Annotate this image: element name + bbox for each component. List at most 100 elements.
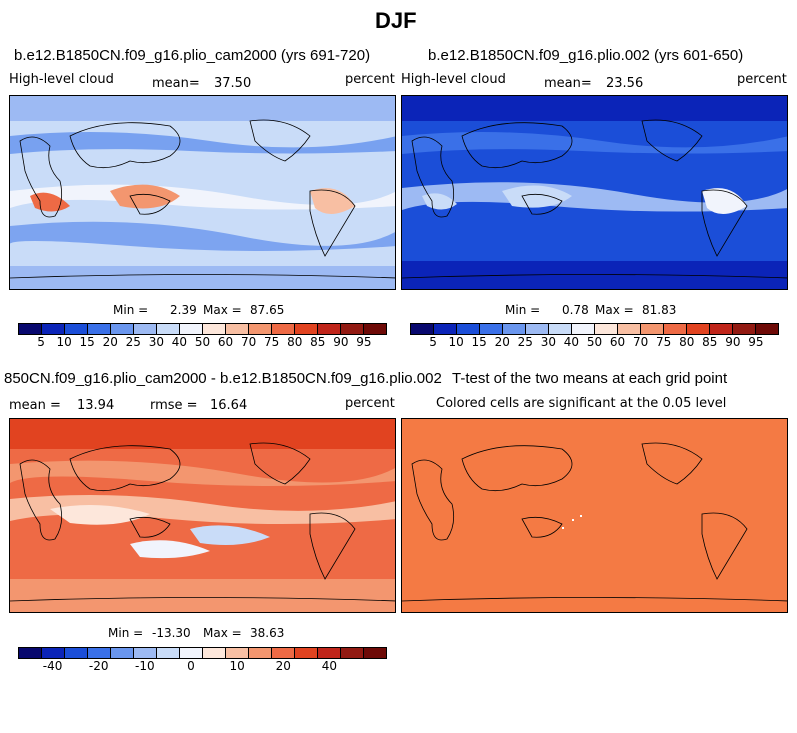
colorbar-swatch <box>157 324 180 334</box>
colorbar-tick-label: 10 <box>229 659 245 673</box>
colorbar-swatch <box>457 324 480 334</box>
panel1-colorbar <box>18 323 387 335</box>
colorbar-swatch <box>134 324 157 334</box>
colorbar-tick-label: 80 <box>679 335 695 349</box>
colorbar-swatch <box>19 324 42 334</box>
colorbar-swatch <box>687 324 710 334</box>
colorbar-swatch <box>157 648 180 658</box>
colorbar-swatch <box>226 648 249 658</box>
panel3-colorbar-ticks: -40 -20 -10 0 10 20 40 <box>18 659 387 675</box>
panel3-max-label: Max = <box>203 626 242 640</box>
colorbar-swatch <box>295 324 318 334</box>
panel2-colorbar <box>410 323 779 335</box>
colorbar-swatch <box>272 324 295 334</box>
colorbar-tick-label: 90 <box>725 335 741 349</box>
colorbar-swatch <box>341 324 364 334</box>
panel2-mean-value: 23.56 <box>606 76 644 91</box>
panel4-map <box>401 418 788 613</box>
colorbar-swatch <box>595 324 618 334</box>
colorbar-swatch <box>364 648 386 658</box>
colorbar-swatch <box>664 324 687 334</box>
colorbar-swatch <box>65 324 88 334</box>
colorbar-tick-label: 50 <box>586 335 603 349</box>
panel2-title: b.e12.B1850CN.f09_g16.plio.002 (yrs 601-… <box>428 47 744 64</box>
colorbar-swatch <box>295 648 318 658</box>
panel4-title: T-test of the two means at each grid poi… <box>452 370 728 387</box>
colorbar-swatch <box>249 324 272 334</box>
panel3-mean-label: mean = <box>9 398 61 413</box>
colorbar-tick-label: 15 <box>471 335 487 349</box>
panel1-min-value: 2.39 <box>170 303 197 317</box>
colorbar-swatch <box>226 324 249 334</box>
colorbar-tick-label: 20 <box>102 335 118 349</box>
panel3-min-value: -13.30 <box>152 626 191 640</box>
colorbar-swatch <box>526 324 549 334</box>
colorbar-tick-label: 70 <box>240 335 257 349</box>
colorbar-swatch <box>88 324 111 334</box>
colorbar-tick-label: 85 <box>702 335 718 349</box>
colorbar-tick-label: 20 <box>494 335 510 349</box>
colorbar-tick-label: 90 <box>333 335 349 349</box>
colorbar-tick-label: 5 <box>429 335 437 349</box>
panel4-subtitle: Colored cells are significant at the 0.0… <box>436 396 727 411</box>
panel1-colorbar-ticks: 5 10 15 20 25 30 40 50 60 70 75 80 85 90 95 <box>18 335 387 351</box>
colorbar-tick-label: 30 <box>148 335 165 349</box>
colorbar-swatch <box>318 324 341 334</box>
colorbar-swatch <box>19 648 42 658</box>
panel2-min-value: 0.78 <box>562 303 589 317</box>
colorbar-tick-label: 5 <box>37 335 45 349</box>
colorbar-swatch <box>618 324 641 334</box>
panel1-units: percent <box>345 72 395 87</box>
colorbar-tick-label: 25 <box>517 335 533 349</box>
colorbar-swatch <box>480 324 503 334</box>
colorbar-tick-label: 70 <box>632 335 649 349</box>
panel1-variable: High-level cloud <box>9 72 114 87</box>
panel3-rmse-label: rmse = <box>150 398 198 413</box>
panel2-units: percent <box>737 72 787 87</box>
colorbar-tick-label: 40 <box>321 659 337 673</box>
colorbar-swatch <box>111 324 134 334</box>
colorbar-swatch <box>434 324 457 334</box>
colorbar-swatch <box>180 648 203 658</box>
colorbar-swatch <box>134 648 157 658</box>
colorbar-tick-label: 20 <box>275 659 291 673</box>
colorbar-tick-label: 95 <box>356 335 372 349</box>
colorbar-tick-label: -20 <box>88 659 109 673</box>
panel1-max-value: 87.65 <box>250 303 285 317</box>
colorbar-swatch <box>42 648 65 658</box>
colorbar-swatch <box>203 324 226 334</box>
colorbar-tick-label: 60 <box>217 335 234 349</box>
colorbar-tick-label: 25 <box>125 335 141 349</box>
colorbar-swatch <box>249 648 272 658</box>
panel1-title: b.e12.B1850CN.f09_g16.plio_cam2000 (yrs … <box>14 47 371 64</box>
panel2-mean-label: mean= <box>544 76 592 91</box>
colorbar-tick-label: 15 <box>79 335 95 349</box>
panel1-mean-value: 37.50 <box>214 76 252 91</box>
panel1-min-label: Min = <box>113 303 149 317</box>
colorbar-tick-label: 10 <box>56 335 72 349</box>
colorbar-swatch <box>549 324 572 334</box>
colorbar-tick-label: 85 <box>310 335 326 349</box>
panel1-mean-label: mean= <box>152 76 200 91</box>
colorbar-tick-label: -40 <box>42 659 63 673</box>
colorbar-tick-label: 60 <box>609 335 626 349</box>
colorbar-swatch <box>710 324 733 334</box>
panel3-mean-value: 13.94 <box>77 398 115 413</box>
colorbar-swatch <box>364 324 386 334</box>
colorbar-swatch <box>42 324 65 334</box>
panel2-map <box>401 95 788 290</box>
panel3-map <box>9 418 396 613</box>
colorbar-swatch <box>641 324 664 334</box>
colorbar-swatch <box>203 648 226 658</box>
colorbar-tick-label: 50 <box>194 335 211 349</box>
panel3-min-label: Min = <box>108 626 144 640</box>
colorbar-swatch <box>756 324 778 334</box>
panel1-map <box>9 95 396 290</box>
panel2-max-label: Max = <box>595 303 634 317</box>
panel2-variable: High-level cloud <box>401 72 506 87</box>
panel2-min-label: Min = <box>505 303 541 317</box>
colorbar-swatch <box>180 324 203 334</box>
colorbar-tick-label: 0 <box>187 659 195 673</box>
colorbar-tick-label: 75 <box>656 335 672 349</box>
colorbar-swatch <box>65 648 88 658</box>
